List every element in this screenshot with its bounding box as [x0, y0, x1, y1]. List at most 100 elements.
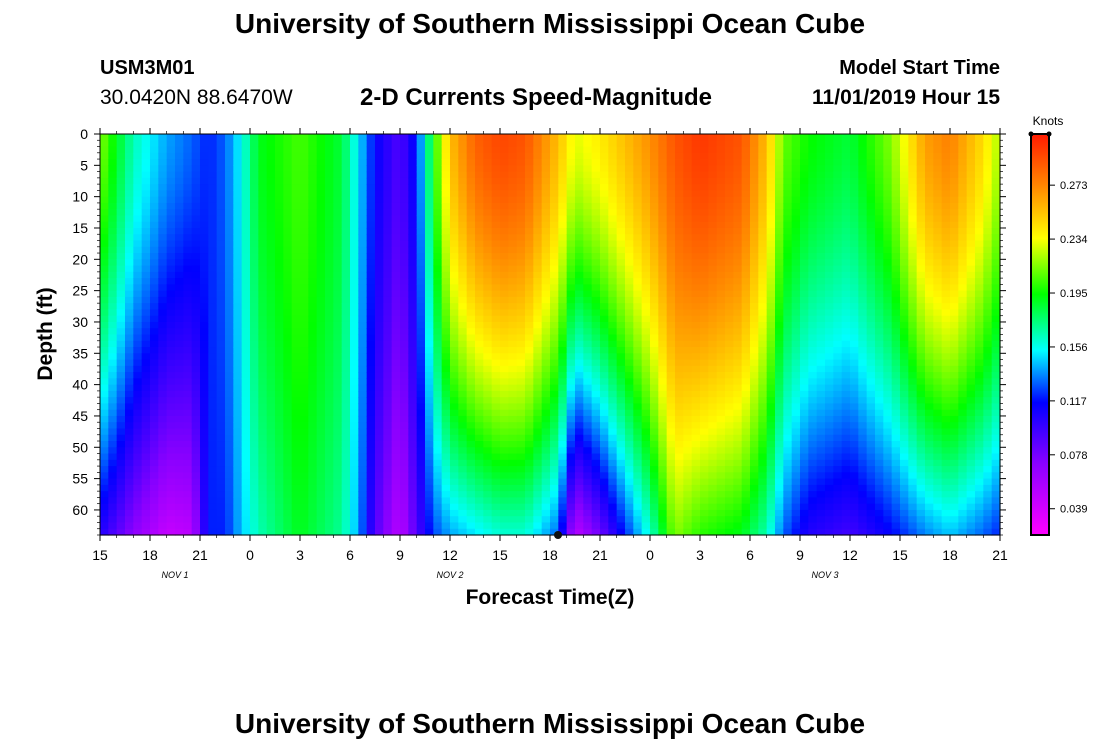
heatmap-cell: [258, 509, 268, 517]
heatmap-cell: [691, 497, 701, 505]
heatmap-cell: [700, 378, 709, 386]
heatmap-cell: [408, 491, 418, 499]
heatmap-cell: [433, 177, 443, 185]
heatmap-cell: [441, 278, 451, 285]
heatmap-cell: [708, 353, 718, 361]
heatmap-cell: [691, 441, 701, 448]
heatmap-cell: [508, 159, 518, 166]
heatmap-cell: [616, 522, 626, 530]
heatmap-cell: [500, 171, 509, 179]
heatmap-cell: [583, 522, 593, 530]
heatmap-cell: [333, 240, 343, 248]
heatmap-cell: [666, 466, 676, 473]
heatmap-cell: [641, 321, 651, 329]
heatmap-cell: [366, 478, 376, 486]
heatmap-cell: [475, 159, 484, 166]
heatmap-cell: [108, 441, 118, 448]
heatmap-cell: [416, 459, 426, 467]
heatmap-cell: [150, 359, 159, 367]
heatmap-cell: [400, 359, 409, 367]
heatmap-cell: [666, 415, 676, 423]
heatmap-cell: [400, 227, 409, 235]
heatmap-cell: [666, 271, 676, 279]
heatmap-cell: [358, 221, 368, 229]
heatmap-cell: [625, 171, 634, 179]
heatmap-cell: [141, 422, 151, 430]
heatmap-cell: [175, 165, 184, 173]
heatmap-cell: [525, 315, 534, 323]
heatmap-cell: [300, 428, 309, 436]
heatmap-cell: [683, 509, 693, 517]
heatmap-cell: [308, 466, 318, 473]
heatmap-cell: [691, 472, 701, 480]
heatmap-cell: [550, 528, 559, 536]
heatmap-cell: [341, 265, 351, 273]
heatmap-cell: [575, 403, 584, 411]
heatmap-cell: [400, 328, 409, 336]
heatmap-cell: [583, 328, 593, 336]
heatmap-cell: [633, 309, 643, 317]
heatmap-cell: [216, 390, 226, 398]
heatmap-cell: [466, 365, 476, 373]
heatmap-cell: [458, 215, 468, 223]
heatmap-cell: [300, 347, 309, 354]
heatmap-cell: [316, 422, 326, 430]
heatmap-cell: [650, 209, 659, 217]
heatmap-cell: [400, 184, 409, 191]
heatmap-cell: [275, 234, 284, 242]
heatmap-cell: [383, 290, 393, 298]
heatmap-cell: [725, 390, 734, 398]
heatmap-cell: [716, 528, 726, 536]
heatmap-cell: [383, 240, 393, 248]
heatmap-cell: [225, 365, 234, 373]
heatmap-cell: [491, 296, 501, 304]
heatmap-cell: [450, 202, 459, 210]
heatmap-cell: [566, 347, 576, 354]
heatmap-cell: [641, 478, 651, 486]
heatmap-cell: [225, 484, 234, 492]
heatmap-cell: [633, 315, 643, 323]
heatmap-cell: [250, 240, 259, 248]
heatmap-cell: [616, 259, 626, 267]
heatmap-cell: [266, 146, 276, 154]
heatmap-cell: [166, 290, 176, 298]
heatmap-cell: [408, 478, 418, 486]
heatmap-cell: [525, 159, 534, 166]
heatmap-cell: [500, 434, 509, 442]
heatmap-cell: [233, 177, 243, 185]
heatmap-cell: [591, 509, 601, 517]
heatmap-cell: [458, 159, 468, 166]
heatmap-cell: [358, 478, 368, 486]
heatmap-cell: [133, 152, 143, 160]
heatmap-cell: [158, 134, 168, 141]
heatmap-cell: [625, 271, 634, 279]
heatmap-cell: [366, 472, 376, 480]
heatmap-cell: [141, 177, 151, 185]
heatmap-cell: [741, 447, 751, 455]
heatmap-cell: [233, 152, 243, 160]
heatmap-cell: [233, 278, 243, 285]
heatmap-cell: [183, 321, 193, 329]
heatmap-cell: [725, 159, 734, 166]
heatmap-cell: [658, 303, 668, 311]
heatmap-cell: [591, 365, 601, 373]
heatmap-cell: [483, 428, 493, 436]
heatmap-cell: [391, 321, 401, 329]
heatmap-cell: [458, 347, 468, 354]
heatmap-cell: [500, 528, 509, 536]
heatmap-cell: [741, 309, 751, 317]
heatmap-cell: [308, 146, 318, 154]
heatmap-cell: [275, 528, 284, 536]
heatmap-cell: [733, 152, 743, 160]
heatmap-cell: [458, 516, 468, 524]
heatmap-cell: [116, 522, 126, 530]
heatmap-cell: [158, 491, 168, 499]
heatmap-cell: [508, 472, 518, 480]
heatmap-cell: [125, 347, 134, 354]
heatmap-cell: [383, 384, 393, 392]
heatmap-cell: [183, 528, 193, 536]
heatmap-cell: [100, 271, 109, 279]
heatmap-cell: [108, 177, 118, 185]
heatmap-cell: [608, 365, 618, 373]
heatmap-cell: [416, 415, 426, 423]
